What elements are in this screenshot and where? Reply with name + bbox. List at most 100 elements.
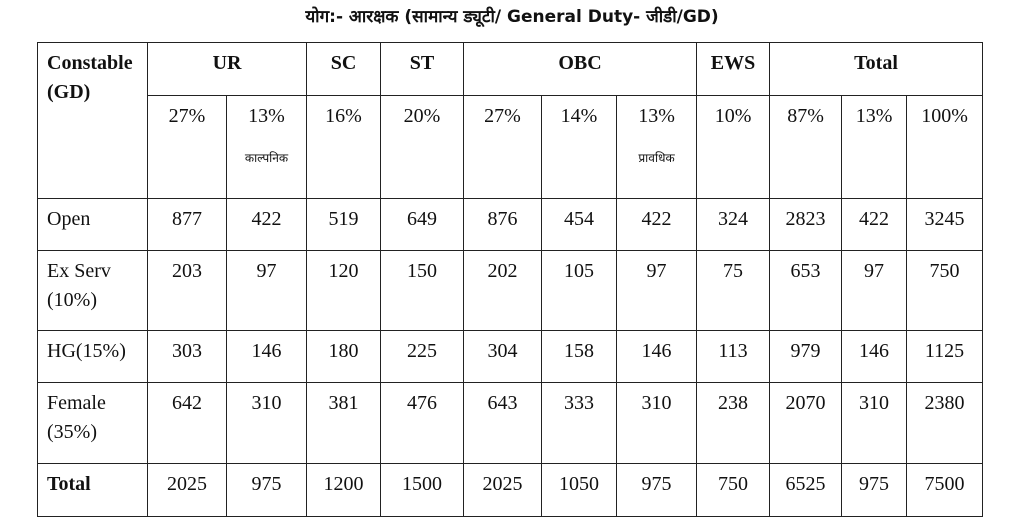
pct-cell: 27% bbox=[463, 95, 543, 199]
table-cell: 324 bbox=[696, 198, 771, 251]
table-cell: 422 bbox=[616, 198, 698, 251]
table-cell: 2380 bbox=[906, 382, 984, 464]
pct-cell: 16% bbox=[306, 95, 382, 199]
table-cell: 1125 bbox=[906, 330, 984, 383]
corner-line1: Constable bbox=[47, 52, 133, 74]
table-cell: 1200 bbox=[306, 463, 382, 517]
pct-cell: 100% bbox=[906, 95, 984, 199]
table-cell: 643 bbox=[463, 382, 543, 464]
pct-cell: 14% bbox=[541, 95, 618, 199]
percent-row: 27% 13% काल्पनिक 16% 20% 27% 14% 13% प्राव… bbox=[38, 95, 984, 199]
table-cell: 202 bbox=[463, 250, 543, 331]
table-cell: 150 bbox=[380, 250, 465, 331]
table-cell: 649 bbox=[380, 198, 465, 251]
table-cell: 310 bbox=[841, 382, 908, 464]
table-cell: 422 bbox=[225, 198, 308, 251]
pct-cell: 20% bbox=[380, 95, 465, 199]
table-cell: 97 bbox=[841, 250, 908, 331]
table-cell: 146 bbox=[225, 330, 308, 383]
group-header-st: ST bbox=[380, 42, 465, 96]
row-label-line1: Ex Serv bbox=[47, 260, 111, 282]
table-cell: 2025 bbox=[147, 463, 227, 517]
table-cell: 975 bbox=[616, 463, 698, 517]
pct-value: 13% bbox=[248, 105, 285, 127]
table-cell: 158 bbox=[541, 330, 618, 383]
table-cell: 6525 bbox=[769, 463, 843, 517]
table-cell: 7500 bbox=[906, 463, 984, 517]
row-label-line2: (10%) bbox=[47, 289, 97, 311]
table-row: Ex Serv (10%) 203 97 120 150 202 105 97 7… bbox=[37, 250, 984, 331]
row-label: Open bbox=[37, 198, 148, 251]
table-cell: 105 bbox=[541, 250, 618, 331]
total-row: Total 2025 975 1200 1500 2025 1050 975 7… bbox=[37, 463, 984, 517]
group-header-ews: EWS bbox=[696, 42, 771, 96]
table-cell: 454 bbox=[541, 198, 618, 251]
pct-cell: 13% bbox=[841, 95, 908, 199]
page-title: योग:- आरक्षक (सामान्य ड्यूटी/ General Du… bbox=[305, 7, 719, 27]
corner-header: Constable (GD) bbox=[37, 42, 148, 199]
table-cell: 333 bbox=[541, 382, 618, 464]
table-cell: 146 bbox=[616, 330, 698, 383]
table-cell: 642 bbox=[147, 382, 227, 464]
pct-cell: 27% bbox=[147, 95, 227, 199]
group-header-total: Total bbox=[769, 42, 984, 96]
table-cell: 120 bbox=[306, 250, 382, 331]
table-cell: 146 bbox=[841, 330, 908, 383]
table-cell: 653 bbox=[769, 250, 843, 331]
table-cell: 877 bbox=[147, 198, 227, 251]
table-row: HG(15%) 303 146 180 225 304 158 146 113 … bbox=[37, 330, 984, 383]
table-cell: 422 bbox=[841, 198, 908, 251]
table-cell: 203 bbox=[147, 250, 227, 331]
row-label: Ex Serv (10%) bbox=[37, 250, 148, 331]
table-cell: 1050 bbox=[541, 463, 618, 517]
table-row: Female (35%) 642 310 381 476 643 333 310 … bbox=[37, 382, 984, 464]
corner-line2: (GD) bbox=[47, 81, 91, 103]
group-header-sc: SC bbox=[306, 42, 382, 96]
table-cell: 310 bbox=[616, 382, 698, 464]
table-cell: 113 bbox=[696, 330, 771, 383]
table-cell: 876 bbox=[463, 198, 543, 251]
row-label: Female (35%) bbox=[37, 382, 148, 464]
row-label-line1: Open bbox=[47, 208, 91, 230]
row-label-line2: (35%) bbox=[47, 421, 97, 443]
group-header-ur: UR bbox=[146, 42, 308, 96]
row-label-line1: Total bbox=[47, 473, 91, 495]
table-cell: 1500 bbox=[380, 463, 465, 517]
ur-note: काल्पनिक bbox=[244, 151, 289, 165]
table-cell: 75 bbox=[696, 250, 771, 331]
table-cell: 975 bbox=[841, 463, 908, 517]
pct-cell: 87% bbox=[769, 95, 843, 199]
table-cell: 2070 bbox=[769, 382, 843, 464]
table-cell: 303 bbox=[147, 330, 227, 383]
header-row: Constable (GD) UR SC ST OBC EWS Total bbox=[37, 42, 984, 199]
group-header-obc: OBC bbox=[463, 42, 698, 96]
table-cell: 979 bbox=[769, 330, 843, 383]
pct-cell: 13% काल्पनिक bbox=[225, 95, 308, 199]
table-cell: 476 bbox=[380, 382, 465, 464]
reservation-table: Constable (GD) UR SC ST OBC EWS Total 27%… bbox=[37, 42, 984, 517]
table-cell: 310 bbox=[225, 382, 308, 464]
table-cell: 180 bbox=[306, 330, 382, 383]
table-cell: 97 bbox=[616, 250, 698, 331]
table-cell: 750 bbox=[696, 463, 771, 517]
table-cell: 519 bbox=[306, 198, 382, 251]
row-label: HG(15%) bbox=[37, 330, 148, 383]
pct-value: 13% bbox=[638, 105, 675, 127]
table-cell: 975 bbox=[225, 463, 308, 517]
table-row: Open 877 422 519 649 876 454 422 324 282… bbox=[37, 198, 984, 251]
table-cell: 750 bbox=[906, 250, 984, 331]
table-cell: 381 bbox=[306, 382, 382, 464]
table-cell: 2823 bbox=[769, 198, 843, 251]
table-cell: 3245 bbox=[906, 198, 984, 251]
table-cell: 304 bbox=[463, 330, 543, 383]
row-label-line1: HG(15%) bbox=[47, 340, 126, 362]
table-cell: 2025 bbox=[463, 463, 543, 517]
obc-note: प्रावधिक bbox=[638, 151, 675, 165]
row-label: Total bbox=[37, 463, 148, 517]
row-label-line1: Female bbox=[47, 392, 106, 414]
table-cell: 225 bbox=[380, 330, 465, 383]
table-cell: 97 bbox=[225, 250, 308, 331]
table-cell: 238 bbox=[696, 382, 771, 464]
pct-cell: 13% प्रावधिक bbox=[616, 95, 698, 199]
pct-cell: 10% bbox=[696, 95, 771, 199]
